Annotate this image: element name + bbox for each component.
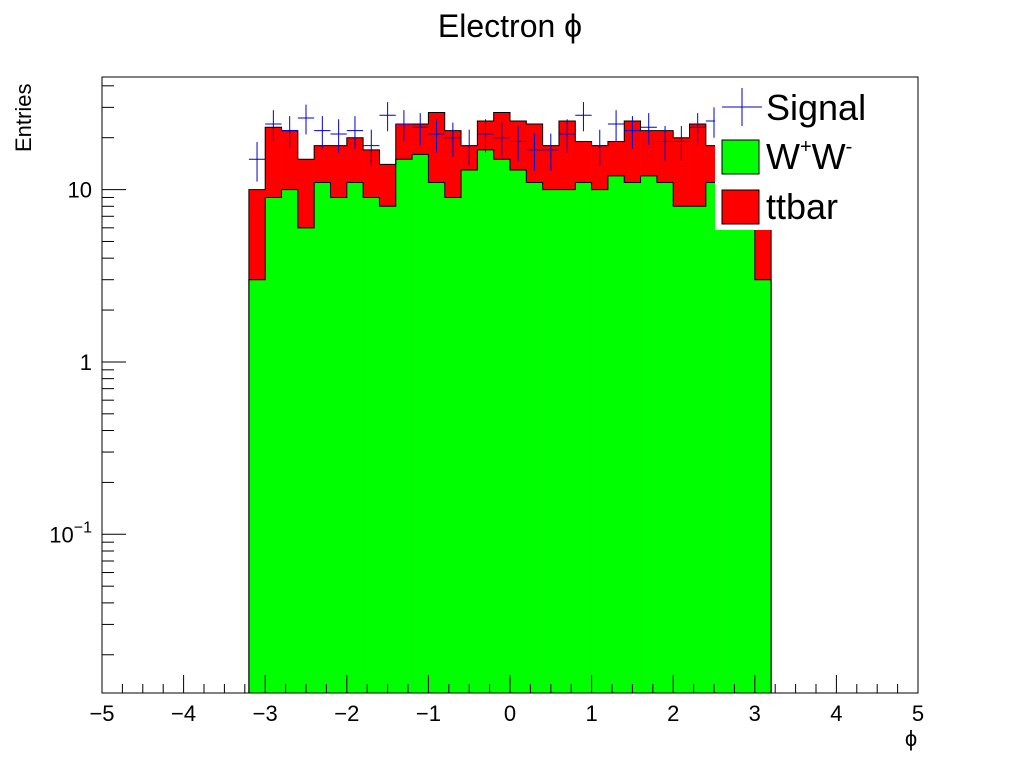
signal-point: [248, 142, 266, 182]
signal-point: [624, 116, 641, 149]
signal-point: [558, 119, 576, 153]
legend-ttbar-label: ttbar: [766, 186, 838, 227]
signal-point: [363, 129, 380, 166]
signal-point: [607, 110, 625, 142]
legend-ww-label: W+W-: [766, 136, 852, 177]
ww-bar: [265, 197, 282, 693]
signal-point: [395, 110, 413, 142]
signal-point: [477, 119, 494, 153]
legend-entry-ttbar: ttbar: [721, 186, 838, 227]
ww-bar: [558, 189, 576, 693]
legend-entry-ww: W+W-: [721, 136, 852, 177]
signal-point: [575, 102, 592, 132]
x-tick-label: −4: [171, 701, 196, 726]
legend-ww-sup1: +: [800, 136, 812, 158]
ww-bar: [673, 206, 690, 693]
legend: Signal W+W- ttbar: [715, 80, 916, 230]
ttbar-outline: [248, 112, 772, 693]
signal-point: [330, 119, 347, 153]
x-tick-label: −2: [334, 701, 359, 726]
y-tick-label: 1: [80, 350, 92, 375]
signal-point: [346, 116, 364, 149]
ww-bar: [346, 182, 364, 694]
ww-bar: [754, 279, 772, 693]
legend-signal-label: Signal: [766, 87, 866, 128]
signal-point: [314, 116, 331, 149]
ww-bar: [444, 197, 462, 693]
signal-point: [444, 122, 462, 157]
signal-point: [281, 116, 298, 149]
ww-bar: [624, 182, 641, 694]
ww-bar: [297, 227, 315, 693]
ww-bar: [510, 169, 527, 693]
ww-bar: [575, 182, 592, 694]
ww-bar: [379, 206, 397, 693]
ww-bar: [689, 206, 707, 693]
y-tick-label: 10−1: [49, 519, 92, 547]
x-axis-label: ϕ: [905, 726, 917, 751]
signal-point: [673, 126, 690, 162]
signal-point: [461, 129, 478, 166]
legend-ww-sup2: -: [846, 136, 853, 158]
legend-ww-w2: W: [812, 136, 846, 177]
ww-bar: [542, 189, 560, 693]
signal-point: [412, 113, 429, 145]
x-tick-label: 3: [749, 701, 761, 726]
ww-bar: [363, 197, 380, 693]
ww-bar: [330, 197, 348, 693]
legend-entry-signal: Signal: [722, 87, 866, 128]
x-tick-label: −5: [89, 701, 114, 726]
ww-bar: [526, 182, 543, 694]
ww-bar: [640, 175, 658, 693]
ww-bar: [412, 154, 429, 693]
signal-point: [493, 122, 510, 157]
ww-bar: [281, 189, 299, 693]
ww-bar: [395, 159, 413, 693]
ww-bar: [493, 159, 511, 693]
axes: −5 −4 −3 −2 −1 0 1 2 3 4 5 10 1 10−1: [49, 85, 924, 726]
plot-content: [248, 102, 772, 694]
x-tick-label: 0: [504, 701, 516, 726]
ww-bar: [591, 189, 609, 693]
x-tick-label: −1: [416, 701, 441, 726]
signal-point: [428, 119, 445, 153]
x-tick-label: 5: [912, 701, 924, 726]
signal-point: [542, 133, 559, 171]
x-tick-label: 2: [667, 701, 679, 726]
signal-point: [265, 110, 282, 142]
ww-bar: [738, 175, 756, 693]
x-tick-label: 1: [585, 701, 597, 726]
ww-bar: [314, 182, 331, 694]
x-tick-label: −3: [253, 701, 278, 726]
legend-ttbar-swatch: [721, 189, 760, 225]
ww-bar: [477, 149, 494, 693]
legend-ww-w1: W: [766, 136, 800, 177]
ww-bar: [705, 182, 723, 694]
ww-bar: [461, 169, 478, 693]
legend-ww-swatch: [721, 139, 760, 175]
signal-point: [640, 113, 657, 145]
ww-bar: [722, 189, 739, 693]
ww-bar: [428, 182, 446, 694]
ww-bar: [656, 182, 674, 694]
signal-point: [526, 133, 543, 171]
y-tick-label: 10: [68, 178, 92, 203]
signal-point: [591, 129, 608, 166]
chart-title: Electron ϕ: [438, 8, 582, 44]
signal-point: [689, 113, 706, 145]
signal-point: [379, 102, 396, 132]
signal-point: [297, 104, 315, 135]
x-tick-label: 4: [830, 701, 842, 726]
signal-point: [656, 126, 674, 162]
ww-bar: [607, 175, 625, 693]
signal-point: [510, 126, 527, 162]
ww-outline: [248, 149, 772, 693]
ww-bar: [248, 279, 266, 693]
y-axis-label: Entries: [11, 84, 36, 152]
